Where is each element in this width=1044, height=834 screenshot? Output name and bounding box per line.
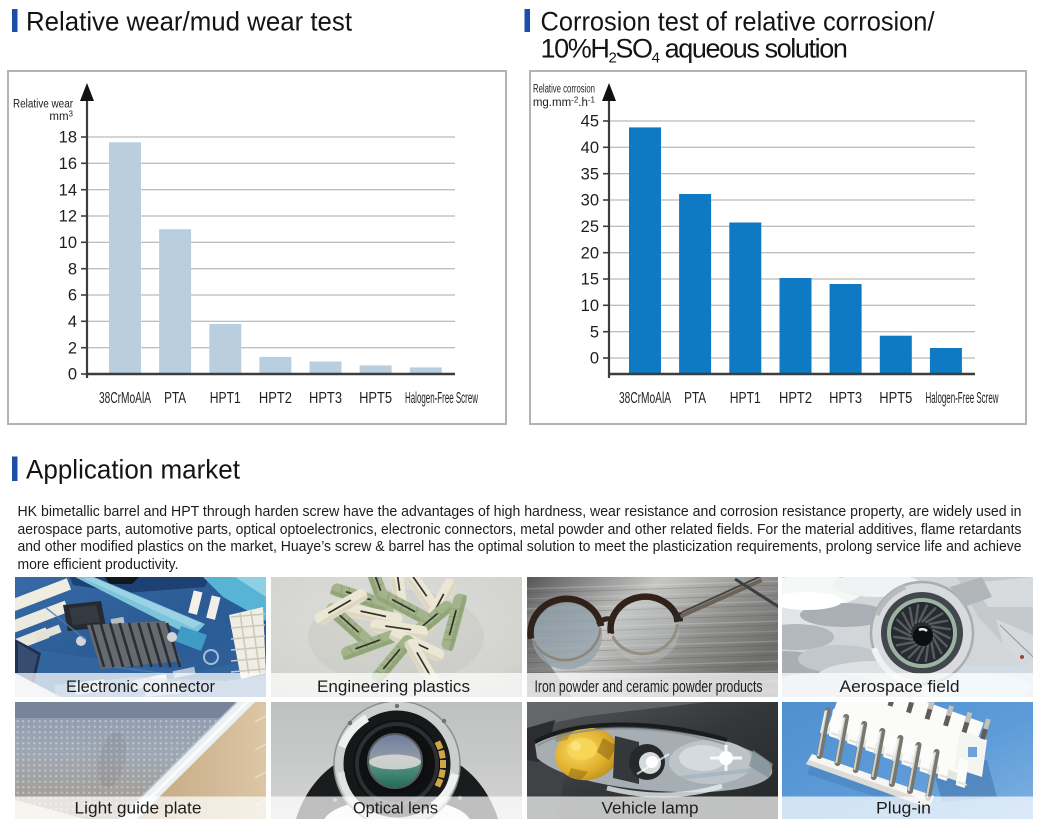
svg-text:HPT3: HPT3 — [829, 390, 862, 407]
svg-text:6: 6 — [68, 287, 77, 305]
svg-text:16: 16 — [59, 155, 77, 173]
svg-text:40: 40 — [581, 139, 599, 157]
svg-text:PTA: PTA — [684, 390, 706, 407]
svg-text:15: 15 — [581, 271, 599, 289]
svg-text:35: 35 — [581, 165, 599, 183]
svg-text:18: 18 — [59, 129, 77, 147]
svg-text:aerospace parts, automotive pa: aerospace parts, automotive parts, optic… — [18, 521, 1022, 538]
svg-text:Halogen-Free Screw: Halogen-Free Screw — [405, 390, 478, 407]
svg-text:12: 12 — [59, 208, 77, 226]
svg-text:38CrMoAlA: 38CrMoAlA — [99, 390, 151, 407]
svg-text:25: 25 — [581, 218, 599, 236]
svg-text:HPT5: HPT5 — [359, 390, 392, 407]
svg-text:Plug-in: Plug-in — [876, 799, 931, 818]
svg-text:HPT5: HPT5 — [879, 390, 912, 407]
svg-text:Corrosion test of relative cor: Corrosion test of relative corrosion/ — [541, 7, 935, 37]
svg-text:38CrMoAlA: 38CrMoAlA — [619, 390, 671, 407]
svg-text:10: 10 — [581, 297, 599, 315]
svg-text:HPT2: HPT2 — [779, 390, 812, 407]
svg-text:Iron powder and ceramic powder: Iron powder and ceramic powder products — [535, 677, 763, 696]
svg-text:14: 14 — [59, 181, 77, 199]
svg-text:Engineering plastics: Engineering plastics — [317, 677, 470, 696]
svg-text:0: 0 — [590, 350, 599, 368]
svg-text:mm3: mm3 — [49, 110, 73, 124]
svg-text:2: 2 — [68, 339, 77, 357]
svg-text:HPT1: HPT1 — [210, 390, 241, 407]
svg-text:HK bimetallic barrel and HPT t: HK bimetallic barrel and HPT through har… — [18, 503, 1022, 520]
svg-text:mg.mm-2.h-1: mg.mm-2.h-1 — [533, 96, 596, 110]
svg-text:more efficient productivity.: more efficient productivity. — [18, 556, 179, 573]
svg-text:HPT3: HPT3 — [309, 390, 342, 407]
svg-text:30: 30 — [581, 192, 599, 210]
svg-text:10%H2SO4 aqueous solution: 10%H2SO4 aqueous solution — [541, 34, 847, 67]
svg-text:45: 45 — [581, 113, 599, 131]
svg-text:HPT2: HPT2 — [259, 390, 292, 407]
svg-text:5: 5 — [590, 323, 599, 341]
svg-text:0: 0 — [68, 366, 77, 384]
svg-text:Optical lens: Optical lens — [353, 799, 438, 818]
svg-text:Aerospace field: Aerospace field — [840, 677, 960, 696]
svg-text:HPT1: HPT1 — [730, 390, 761, 407]
svg-text:Application market: Application market — [26, 455, 240, 485]
svg-text:8: 8 — [68, 260, 77, 278]
svg-text:Halogen-Free Screw: Halogen-Free Screw — [926, 390, 999, 407]
svg-text:10: 10 — [59, 234, 77, 252]
svg-text:Vehicle lamp: Vehicle lamp — [602, 799, 699, 818]
svg-text:PTA: PTA — [164, 390, 186, 407]
svg-text:Light guide plate: Light guide plate — [75, 799, 202, 818]
svg-text:and other modified plastics on: and other modified plastics on the marke… — [18, 538, 1022, 555]
svg-text:Relative corrosion: Relative corrosion — [533, 84, 595, 96]
svg-text:4: 4 — [68, 313, 77, 331]
svg-text:Relative wear: Relative wear — [13, 99, 73, 111]
svg-text:Electronic connector: Electronic connector — [66, 677, 215, 696]
svg-text:20: 20 — [581, 244, 599, 262]
svg-text:Relative wear/mud wear test: Relative wear/mud wear test — [26, 7, 352, 37]
